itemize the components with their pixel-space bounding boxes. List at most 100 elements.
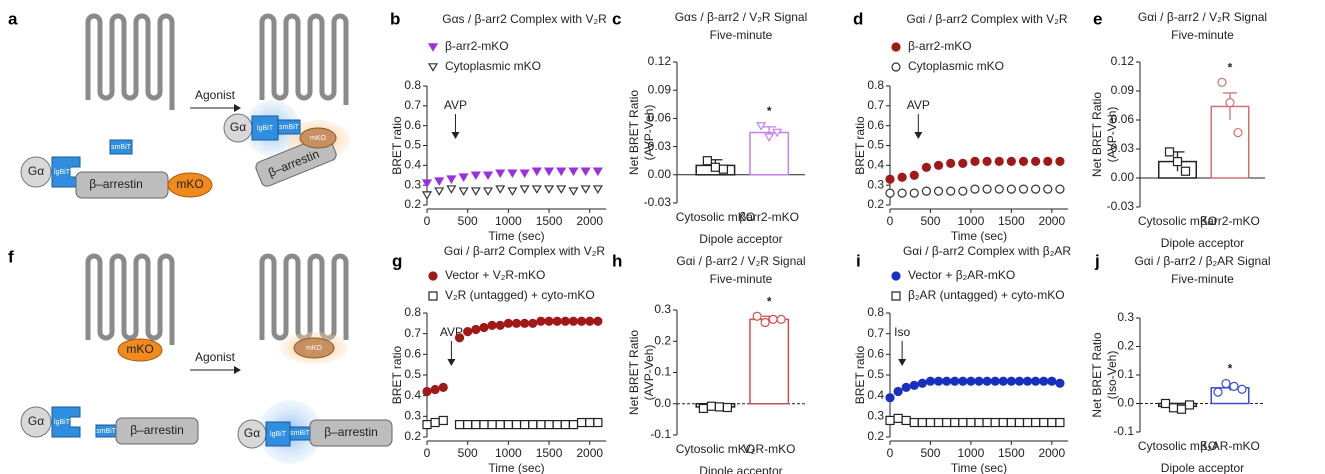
marker	[1022, 376, 1033, 386]
chart-title: Gαs / β-arr2 Complex with V₂R	[442, 12, 607, 26]
y-tick-label: 0.03	[648, 139, 672, 153]
marker	[552, 420, 562, 430]
chart-title: Gαi / β-arr2 Complex with β₂AR	[903, 244, 1071, 258]
marker	[1031, 417, 1041, 428]
y-tick-label: 0.4	[404, 388, 421, 402]
x-tick-label: 500	[920, 446, 940, 460]
marker	[568, 316, 579, 326]
marker	[556, 167, 567, 177]
significance: *	[767, 104, 772, 118]
marker	[536, 420, 546, 430]
significance: *	[767, 294, 772, 308]
x-tick-label: 500	[920, 214, 940, 228]
x-tick-label: 0	[424, 446, 431, 460]
marker	[560, 420, 570, 430]
y-tick-label: 0.6	[404, 118, 421, 132]
marker	[970, 184, 980, 194]
marker	[1213, 387, 1223, 397]
x-tick-label: 0	[887, 214, 894, 228]
marker	[434, 177, 445, 186]
marker	[1180, 166, 1191, 176]
marker	[752, 311, 762, 321]
arrestin-shape	[309, 419, 393, 447]
y-axis-label: (AVP-Veh)	[642, 105, 656, 161]
marker	[958, 376, 968, 386]
y-tick-label: 0.09	[1111, 83, 1135, 97]
y-tick-label: 0.3	[404, 177, 421, 191]
y-tick-label: 0.5	[404, 367, 421, 381]
marker	[909, 170, 919, 180]
y-tick-label: 0.3	[404, 409, 421, 423]
marker	[933, 376, 944, 386]
x-axis-label: Time (sec)	[488, 461, 544, 474]
g-alpha-label: Gα	[244, 426, 260, 440]
marker	[897, 188, 907, 198]
legend-label: Cytoplasmic mKO	[445, 59, 541, 73]
marker	[974, 376, 984, 386]
marker	[463, 420, 473, 430]
marker	[421, 179, 433, 188]
marker	[1055, 184, 1065, 194]
legend-label: β₂AR (untagged) + cyto-mKO	[908, 288, 1065, 302]
marker	[544, 316, 554, 326]
x-tick-label: 1500	[998, 446, 1025, 460]
y-tick-label: 0.00	[648, 167, 672, 181]
y-tick-label: -0.03	[644, 195, 672, 209]
marker	[1172, 156, 1183, 167]
marker	[958, 417, 968, 428]
marker	[1014, 417, 1025, 428]
marker	[1039, 417, 1049, 428]
marker	[1047, 376, 1057, 386]
marker	[568, 187, 579, 196]
x-tick-label: 2000	[576, 214, 603, 228]
marker	[503, 318, 513, 328]
y-tick-label: 0.2	[867, 429, 884, 443]
marker	[446, 185, 457, 194]
x-tick-label: βarr2-mKO	[1200, 214, 1260, 228]
marker	[1055, 156, 1065, 166]
y-axis-label: Net BRET Ratio	[1090, 332, 1104, 417]
legend-marker	[427, 43, 439, 52]
marker	[998, 376, 1008, 386]
y-tick-label: 0.12	[648, 54, 672, 68]
legend-label: V₂R (untagged) + cyto-mKO	[445, 288, 595, 302]
chart-title: Gαi / β-arr2 / V₂R Signal	[676, 254, 805, 268]
marker	[536, 316, 546, 326]
legend-label: Cytoplasmic mKO	[908, 59, 1004, 73]
marker	[1160, 398, 1171, 409]
arrestin-label: β–arrestin	[324, 425, 378, 439]
bar	[749, 318, 790, 405]
panel-letter: c	[612, 9, 621, 28]
marker	[576, 316, 587, 326]
marker	[434, 187, 445, 196]
y-axis-label: BRET ratio	[853, 116, 867, 175]
marker	[764, 133, 775, 142]
marker	[909, 417, 919, 428]
y-tick-label: 0.3	[1117, 310, 1134, 324]
y-tick-label: 0.5	[867, 138, 884, 152]
chart-subtitle: Five-minute	[1171, 272, 1234, 286]
marker	[543, 167, 555, 177]
marker	[479, 322, 489, 333]
marker	[568, 420, 579, 430]
marker	[982, 376, 992, 386]
marker	[958, 186, 968, 196]
marker	[471, 420, 481, 430]
marker	[580, 167, 591, 177]
marker	[1018, 156, 1029, 166]
y-axis-label: (Iso-Veh)	[1105, 351, 1119, 400]
marker	[1006, 376, 1016, 386]
marker	[946, 186, 956, 196]
smbit-label: smBiT	[96, 428, 117, 435]
marker	[544, 420, 554, 430]
x-tick-label: Cytosolic mKO	[676, 210, 755, 224]
y-tick-label: 0.7	[867, 326, 884, 340]
marker	[495, 420, 505, 430]
panel-letter: a	[8, 9, 18, 28]
x-tick-label: 500	[458, 446, 478, 460]
receptor	[85, 253, 175, 345]
lgbit-label: lgBiT	[257, 125, 274, 132]
legend-marker	[428, 271, 438, 281]
marker	[893, 386, 903, 397]
legend-marker	[891, 62, 901, 72]
